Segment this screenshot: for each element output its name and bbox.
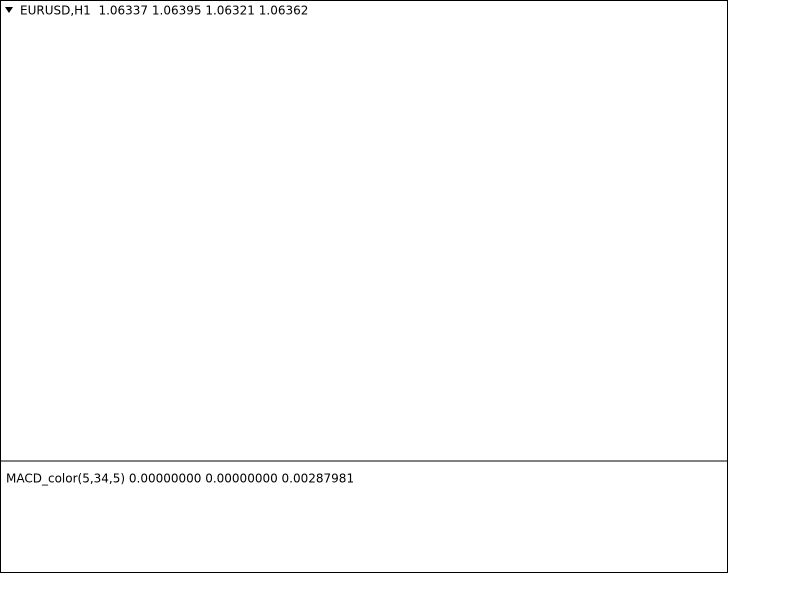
frame (0, 0, 728, 573)
chart-title: EURUSD,H1 1.06337 1.06395 1.06321 1.0636… (20, 4, 308, 18)
indicator-title: MACD_color(5,34,5) 0.00000000 0.00000000… (6, 472, 354, 486)
symbol-menu-arrow[interactable] (5, 7, 13, 13)
